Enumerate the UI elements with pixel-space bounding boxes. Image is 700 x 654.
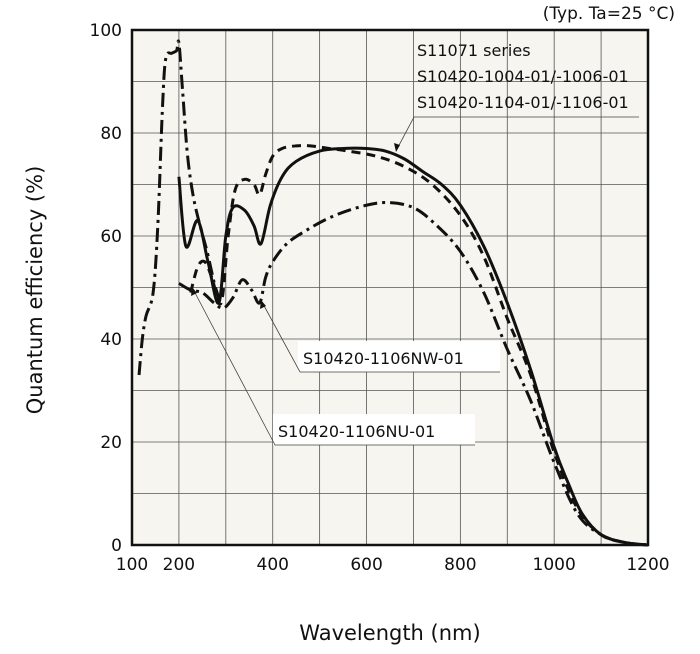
x-tick-label: 200: [163, 555, 195, 575]
condition-note: (Typ. Ta=25 °C): [543, 4, 675, 24]
y-tick-label: 40: [100, 330, 122, 350]
y-tick-label: 0: [111, 536, 122, 556]
annotation-nu-leader: [192, 288, 475, 446]
annotation-main-leader: [396, 116, 639, 150]
y-tick-label: 80: [100, 124, 122, 144]
x-axis-label: Wavelength (nm): [299, 621, 480, 645]
arrowhead-icon: [394, 143, 400, 152]
x-tick-label: 800: [444, 555, 476, 575]
annotation-nu: S10420-1106NU-01: [191, 287, 475, 446]
y-tick-label: 20: [100, 433, 122, 453]
annotation-main: S11071 series S10420-1004-01/-1006-01 S1…: [394, 41, 639, 152]
annotation-nw-label: S10420-1106NW-01: [303, 349, 464, 368]
grid: [132, 30, 648, 545]
annotation-main-line-3: S10420-1104-01/-1106-01: [417, 93, 629, 112]
arrowhead-icon: [260, 300, 266, 309]
annotation-main-line-1: S11071 series: [417, 41, 531, 60]
x-tick-label: 400: [257, 555, 289, 575]
y-tick-label: 60: [100, 227, 122, 247]
series-line-nu01: [189, 144, 649, 547]
annotation-nw-leader: [261, 301, 500, 373]
plot-frame: [130, 28, 650, 547]
series-group: [137, 39, 649, 547]
series-line-s11071: [177, 146, 649, 547]
x-tick-label: 1000: [533, 555, 576, 575]
x-tick-labels: 100 200 400 600 800 1000 1200: [116, 555, 670, 575]
annotation-nu-label: S10420-1106NU-01: [278, 422, 435, 441]
series-line-uv_peak: [137, 39, 221, 376]
annotation-nw: S10420-1106NW-01: [260, 300, 500, 373]
arrowhead-icon: [191, 287, 197, 296]
x-tick-label: 100: [116, 555, 148, 575]
series-line-nw01: [178, 201, 649, 547]
x-tick-label: 1200: [626, 555, 669, 575]
y-axis-label: Quantum efficiency (%): [23, 166, 47, 415]
y-tick-labels: 0 20 40 60 80 100: [90, 21, 122, 556]
y-tick-label: 100: [90, 21, 122, 41]
annotation-main-line-2: S10420-1004-01/-1006-01: [417, 67, 629, 86]
x-tick-label: 600: [350, 555, 382, 575]
